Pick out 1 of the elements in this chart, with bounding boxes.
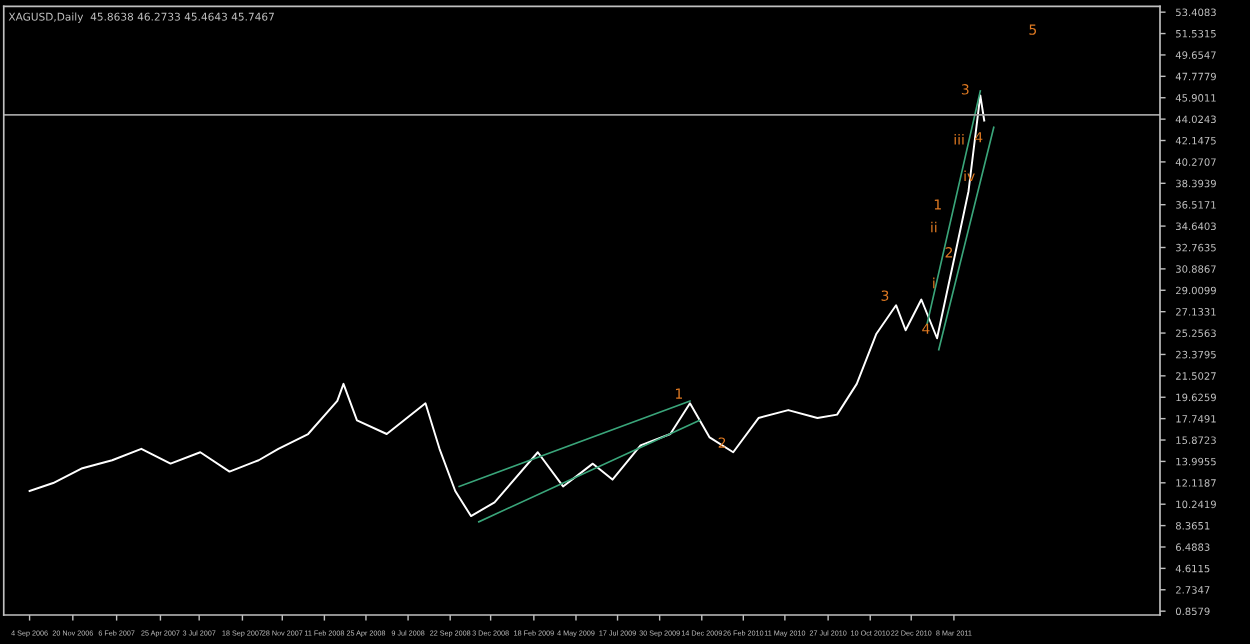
- line-series: [28, 94, 986, 518]
